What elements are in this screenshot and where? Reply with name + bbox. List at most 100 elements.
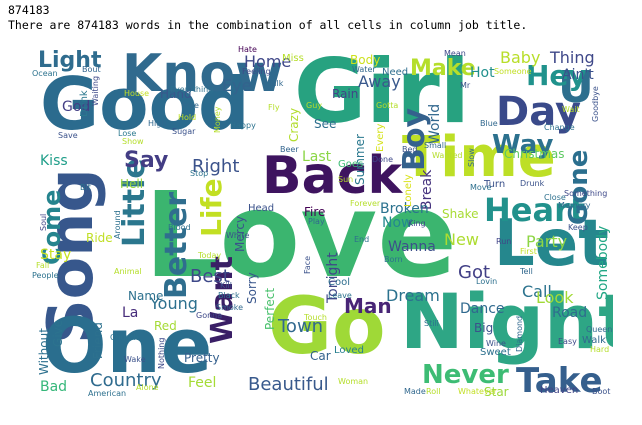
cloud-word-close: Close	[544, 193, 566, 202]
cloud-word-touch: Touch	[304, 313, 327, 322]
cloud-word-guy: Guy	[306, 101, 323, 110]
cloud-word-best: Best	[190, 266, 230, 287]
cloud-word-walk: Walk	[582, 335, 606, 346]
cloud-word-wanted: Wanted	[432, 151, 463, 160]
cloud-word-lose: Lose	[118, 129, 137, 138]
cloud-word-keep: Keep	[568, 223, 588, 232]
cloud-word-talk: Talk	[268, 79, 284, 88]
output-count: 874183	[8, 3, 50, 17]
cloud-word-fire: Fire	[304, 205, 326, 219]
cloud-word-drink: Drink	[79, 90, 90, 117]
cloud-word-see: See	[314, 117, 337, 131]
cloud-word-fall: Fall	[36, 261, 50, 270]
cloud-word-gotta: Gotta	[376, 101, 399, 110]
cloud-word-stay: Stay	[40, 247, 72, 263]
cloud-word-thing: Thing	[550, 48, 595, 67]
cloud-word-one: One	[42, 301, 213, 390]
cloud-word-happy: Happy	[230, 121, 256, 130]
cloud-word-big: Big	[474, 321, 494, 335]
cloud-word-first: First	[520, 247, 537, 256]
cloud-word-baby: Baby	[500, 48, 541, 67]
cloud-word-pretty: Pretty	[184, 351, 220, 365]
cloud-word-feeling: Feeling	[242, 67, 271, 76]
cloud-word-town: Town	[278, 316, 324, 337]
cloud-word-still: Still	[424, 319, 439, 328]
cloud-word-name: Name	[128, 289, 164, 303]
output-summary: There are 874183 words in the combinatio…	[8, 18, 528, 32]
cloud-word-today: Today	[198, 251, 222, 260]
cloud-word-wait: Wait	[562, 105, 580, 114]
cloud-word-shake: Shake	[442, 207, 479, 221]
cloud-word-turn: Turn	[484, 179, 506, 190]
cloud-word-go: Go	[268, 282, 386, 372]
cloud-word-around: Around	[113, 210, 122, 239]
cloud-word-without: Without	[37, 328, 51, 375]
cloud-word-every: Every	[375, 123, 386, 152]
cloud-word-car: Car	[310, 349, 331, 363]
cloud-word-diamond: Diamond	[515, 315, 524, 352]
cloud-word-free: Free	[182, 101, 199, 110]
cloud-word-feel: Feel	[188, 375, 217, 391]
cloud-word-friend: Friend	[91, 322, 105, 359]
cloud-word-right: Right	[192, 156, 240, 177]
cloud-word-smoke: Smoke	[216, 303, 244, 312]
cloud-word-man: Man	[344, 294, 392, 318]
cloud-word-change: Change	[544, 123, 575, 132]
cloud-word-waiting: Waiting	[91, 75, 100, 106]
cloud-word-whatever: Whatever	[458, 387, 497, 396]
cloud-word-soul: Soul	[39, 213, 48, 231]
cloud-word-eye: Eye	[222, 76, 252, 95]
cloud-word-give: Give	[51, 319, 65, 347]
cloud-word-red: Red	[154, 319, 177, 333]
cloud-word-love: Love	[144, 166, 458, 304]
cloud-word-save: Save	[58, 131, 78, 140]
cloud-word-something: Something	[564, 189, 608, 198]
cloud-word-party: Party	[526, 232, 568, 251]
cloud-word-wake: Wake	[124, 355, 146, 364]
cloud-word-house: House	[124, 89, 150, 98]
cloud-word-boot: Boot	[592, 387, 611, 396]
cloud-word-stop: Stop	[190, 169, 209, 178]
cloud-word-kiss: Kiss	[40, 153, 68, 169]
cloud-word-last: Last	[302, 149, 332, 165]
cloud-word-made: Made	[404, 387, 426, 396]
cloud-word-say: Say	[124, 148, 169, 173]
cloud-word-tell: Tell	[520, 267, 533, 276]
cloud-word-better: Better	[159, 191, 194, 299]
cloud-word-beer: Beer	[280, 145, 299, 154]
cloud-word-money: Money	[213, 106, 222, 133]
cloud-word-rain: Rain	[332, 87, 359, 101]
cloud-word-bad: Bad	[40, 379, 68, 395]
cloud-word-queen: Queen	[586, 325, 613, 334]
cloud-word-hell: Hell	[120, 177, 144, 191]
cloud-word-head: Head	[248, 203, 275, 214]
cloud-word-home: Home	[244, 52, 292, 71]
cloud-word-call: Call	[522, 282, 552, 301]
cloud-word-good: Good	[40, 62, 250, 146]
cloud-word-lovin: Lovin	[476, 277, 498, 286]
cloud-word-bed: Bed	[402, 145, 418, 154]
cloud-word-forever: Forever	[350, 199, 381, 208]
cloud-word-american: American	[88, 389, 127, 398]
cloud-word-ocean: Ocean	[32, 69, 58, 78]
cloud-word-run: Run	[496, 237, 512, 246]
cloud-word-day: Day	[496, 89, 582, 135]
cloud-word-ride: Ride	[86, 231, 113, 245]
cloud-word-slow: Slow	[467, 148, 476, 167]
cloud-word-people: People	[32, 271, 59, 280]
cloud-word-light: Light	[38, 48, 102, 73]
cloud-word-perfect: Perfect	[263, 287, 277, 330]
cloud-word-road: Road	[552, 305, 588, 321]
cloud-word-goes: Goes	[338, 159, 364, 170]
cloud-word-king: King	[408, 219, 426, 228]
cloud-word-drunk: Drunk	[520, 179, 545, 188]
cloud-word-dream: Dream	[386, 286, 440, 305]
cloud-word-know: Know	[122, 46, 284, 104]
cloud-word-new: New	[444, 230, 479, 249]
cloud-word-let: Let	[494, 207, 609, 281]
cloud-word-away: Away	[358, 72, 401, 91]
cloud-word-nothing: Nothing	[157, 337, 166, 369]
cloud-word-high: High	[148, 119, 167, 128]
cloud-word-kill: Kill	[220, 281, 232, 290]
cloud-word-black: Black	[218, 291, 240, 300]
